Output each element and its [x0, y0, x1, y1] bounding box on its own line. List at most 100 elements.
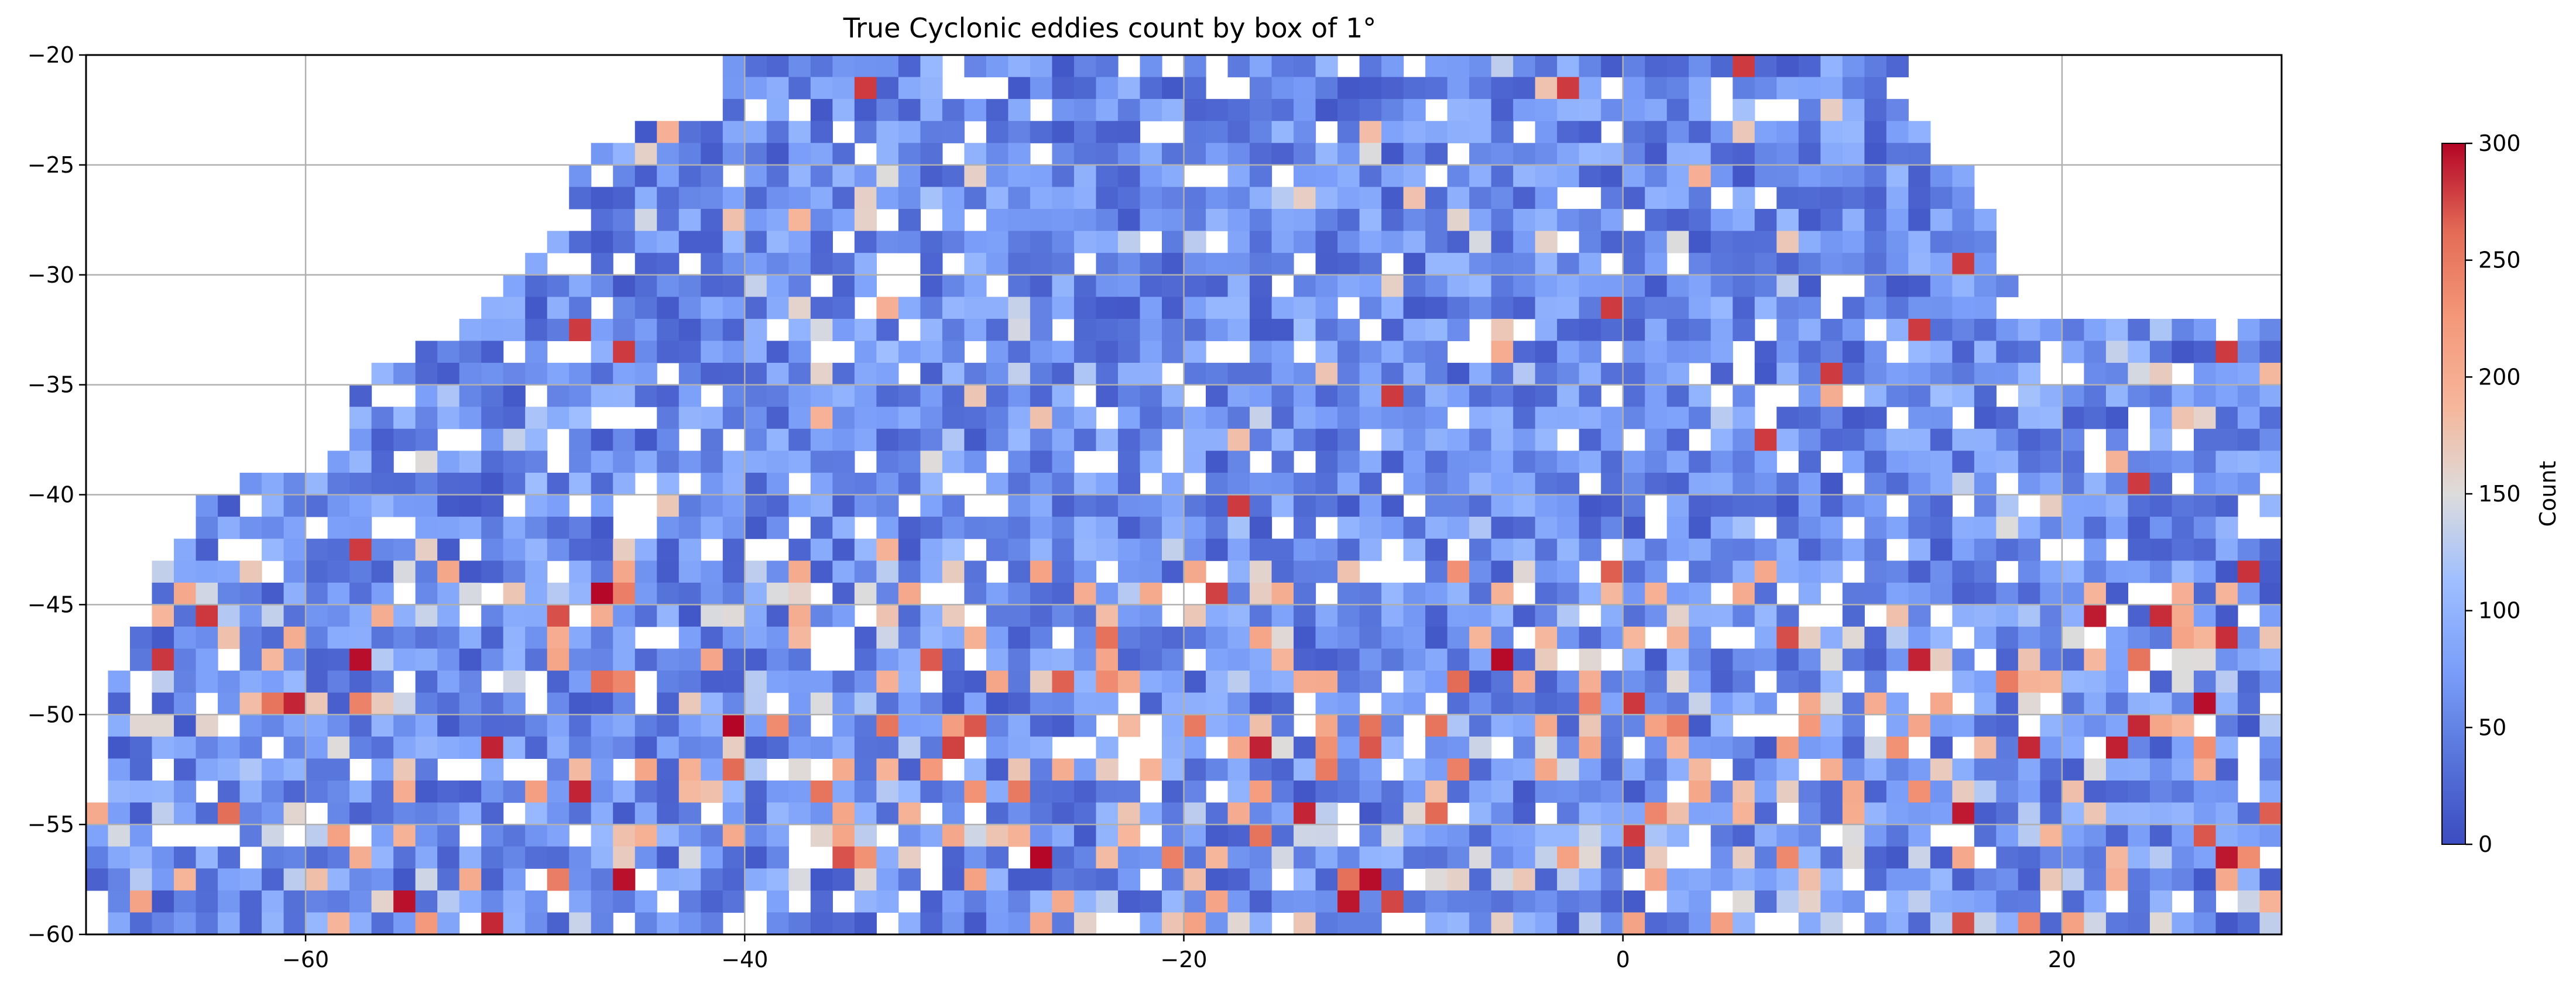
heatmap-cell: [1052, 407, 1075, 429]
heatmap-cell: [1689, 538, 1711, 561]
heatmap-cell: [130, 648, 153, 671]
heatmap-cell: [2062, 561, 2085, 583]
heatmap-cell: [2128, 648, 2150, 671]
heatmap-cell: [1535, 55, 1558, 78]
heatmap-cell: [1908, 780, 1931, 803]
heatmap-cell: [1096, 297, 1119, 319]
heatmap-cell: [1601, 780, 1624, 803]
heatmap-cell: [722, 121, 745, 143]
heatmap-cell: [2149, 868, 2173, 891]
heatmap-cell: [788, 714, 811, 737]
heatmap-cell: [788, 363, 811, 386]
heatmap-cell: [722, 582, 745, 605]
heatmap-cell: [1513, 692, 1536, 715]
heatmap-cell: [745, 318, 767, 342]
heatmap-cell: [1491, 318, 1514, 342]
heatmap-cell: [1337, 912, 1360, 935]
heatmap-cell: [108, 714, 131, 737]
heatmap-cell: [1469, 561, 1492, 583]
heatmap-cell: [569, 407, 592, 429]
heatmap-cell: [1030, 671, 1053, 693]
heatmap-cell: [525, 714, 548, 737]
heatmap-cell: [1535, 824, 1558, 847]
heatmap-cell: [569, 846, 592, 869]
heatmap-cell: [1184, 736, 1206, 759]
heatmap-cell: [701, 451, 723, 473]
heatmap-cell: [678, 209, 701, 232]
heatmap-cell: [1864, 472, 1887, 496]
heatmap-cell: [832, 407, 855, 429]
heatmap-cell: [1820, 253, 1843, 276]
heatmap-cell: [591, 582, 613, 605]
heatmap-cell: [437, 648, 460, 671]
heatmap-cell: [2193, 407, 2217, 429]
heatmap-cell: [1623, 824, 1645, 847]
heatmap-cell: [722, 561, 745, 583]
heatmap-cell: [1250, 341, 1272, 363]
heatmap-cell: [481, 538, 504, 561]
heatmap-cell: [2172, 384, 2194, 407]
heatmap-cells: [86, 55, 2282, 935]
heatmap-cell: [2018, 472, 2040, 496]
heatmap-cell: [1359, 472, 1382, 496]
heatmap-cell: [1140, 648, 1162, 671]
heatmap-cell: [1535, 692, 1558, 715]
heatmap-cell: [2259, 341, 2282, 363]
heatmap-cell: [876, 428, 899, 451]
heatmap-cell: [657, 912, 680, 935]
heatmap-cell: [283, 582, 306, 605]
heatmap-cell: [1096, 428, 1119, 451]
heatmap-cell: [1733, 692, 1755, 715]
heatmap-cell: [2259, 890, 2282, 913]
heatmap-cell: [437, 517, 460, 539]
heatmap-cell: [327, 538, 350, 561]
heatmap-cell: [481, 407, 504, 429]
heatmap-cell: [1140, 912, 1162, 935]
heatmap-cell: [722, 451, 745, 473]
heatmap-cell: [810, 890, 833, 913]
heatmap-cell: [1996, 714, 2019, 737]
heatmap-cell: [1073, 297, 1097, 319]
heatmap-cell: [942, 648, 965, 671]
heatmap-cell: [964, 274, 987, 297]
heatmap-cell: [2084, 780, 2107, 803]
heatmap-cell: [1206, 648, 1229, 671]
heatmap-cell: [1491, 517, 1514, 539]
heatmap-cell: [1908, 187, 1931, 209]
heatmap-cell: [1447, 758, 1470, 781]
heatmap-cell: [1117, 187, 1141, 209]
heatmap-cell: [1754, 582, 1777, 605]
heatmap-cell: [503, 318, 526, 342]
heatmap-cell: [1864, 187, 1887, 209]
heatmap-cell: [2259, 868, 2282, 891]
heatmap-cell: [591, 780, 613, 803]
heatmap-cell: [722, 626, 745, 649]
heatmap-cell: [218, 868, 241, 891]
heatmap-cell: [657, 297, 680, 319]
heatmap-cell: [1557, 868, 1580, 891]
heatmap-cell: [1535, 143, 1558, 166]
heatmap-cell: [634, 846, 657, 869]
heatmap-cell: [1952, 231, 1975, 253]
heatmap-cell: [766, 802, 789, 825]
heatmap-cell: [1030, 912, 1053, 935]
heatmap-cell: [2128, 494, 2150, 517]
heatmap-cell: [745, 187, 767, 209]
heatmap-cell: [1052, 428, 1075, 451]
heatmap-cell: [349, 517, 372, 539]
heatmap-cell: [415, 582, 438, 605]
heatmap-cell: [1754, 164, 1777, 188]
heatmap-cell: [415, 494, 438, 517]
heatmap-cell: [108, 868, 131, 891]
heatmap-cell: [1601, 274, 1624, 297]
heatmap-cell: [766, 472, 789, 496]
heatmap-cell: [1645, 472, 1668, 496]
heatmap-cell: [152, 780, 174, 803]
heatmap-cell: [1315, 274, 1338, 297]
heatmap-cell: [832, 714, 855, 737]
heatmap-cell: [1776, 55, 1799, 78]
y-tick-label: −30: [28, 262, 74, 288]
heatmap-cell: [1908, 274, 1931, 297]
heatmap-cell: [283, 626, 306, 649]
heatmap-cell: [1733, 846, 1755, 869]
